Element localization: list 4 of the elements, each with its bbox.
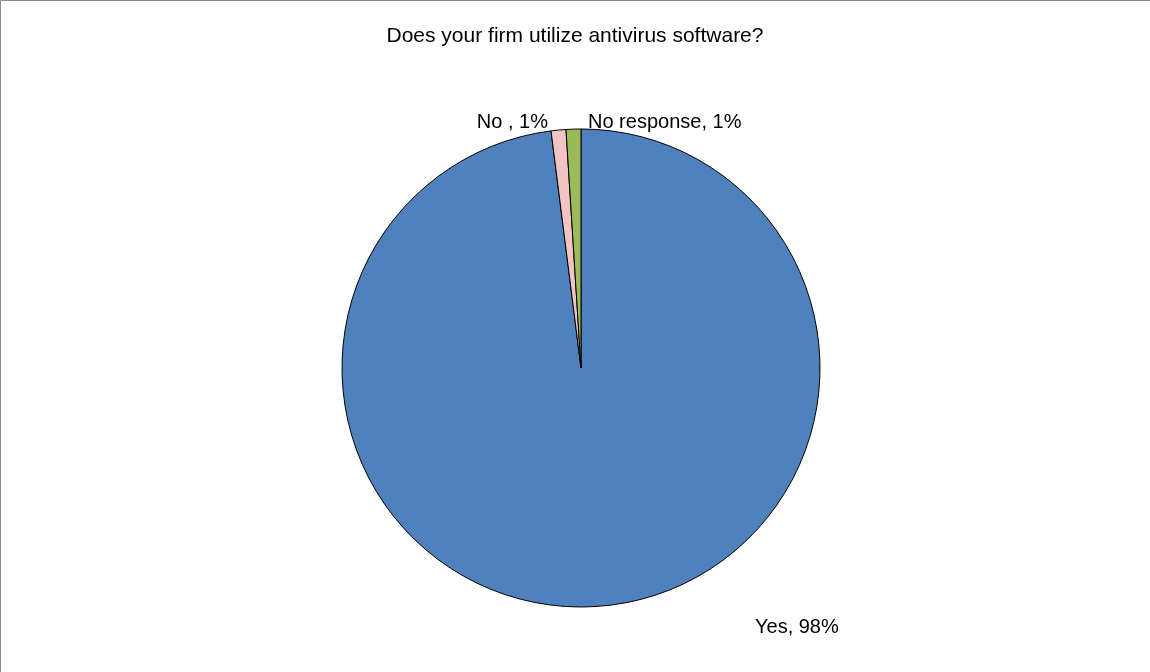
chart-title: Does your firm utilize antivirus software?	[386, 23, 764, 46]
slice-label: Yes, 98%	[755, 615, 839, 637]
slice-label: No response, 1%	[588, 110, 742, 132]
slice-label: No , 1%	[476, 110, 549, 132]
